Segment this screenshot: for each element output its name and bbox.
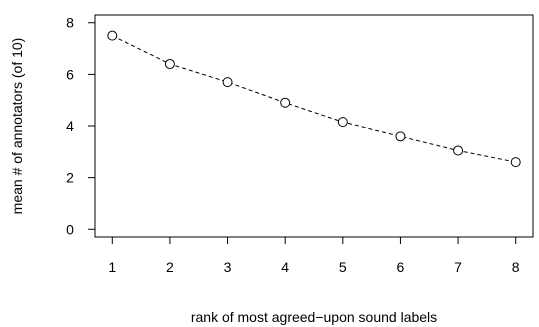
x-tick-label-4: 4	[281, 259, 289, 275]
x-tick-label-1: 1	[108, 259, 116, 275]
data-point-5	[337, 117, 348, 128]
y-tick-label-6: 6	[66, 66, 74, 82]
data-points	[107, 30, 521, 168]
data-point-4	[280, 97, 291, 108]
x-axis: 1 2 3 4 5 6 7 8	[108, 237, 520, 275]
data-point-7	[453, 145, 464, 156]
y-tick-label-8: 8	[66, 15, 74, 31]
y-tick-label-2: 2	[66, 170, 74, 186]
plot-area	[94, 14, 534, 238]
y-axis: 0 2 4 6 8	[66, 15, 95, 237]
x-tick-label-3: 3	[224, 259, 232, 275]
y-tick-label-4: 4	[66, 118, 74, 134]
data-point-1	[107, 30, 118, 41]
x-tick-label-2: 2	[166, 259, 174, 275]
data-point-8	[510, 157, 521, 168]
x-tick-label-5: 5	[339, 259, 347, 275]
series-line	[112, 35, 516, 163]
x-tick-label-8: 8	[512, 259, 520, 275]
x-axis-label: rank of most agreed−upon sound labels	[191, 309, 437, 325]
x-tick-label-6: 6	[397, 259, 405, 275]
y-tick-label-0: 0	[66, 221, 74, 237]
data-point-6	[395, 131, 406, 142]
y-axis-label: mean # of annotators (of 10)	[9, 38, 25, 215]
x-tick-label-7: 7	[454, 259, 462, 275]
data-point-3	[222, 77, 233, 88]
data-point-2	[164, 59, 175, 70]
